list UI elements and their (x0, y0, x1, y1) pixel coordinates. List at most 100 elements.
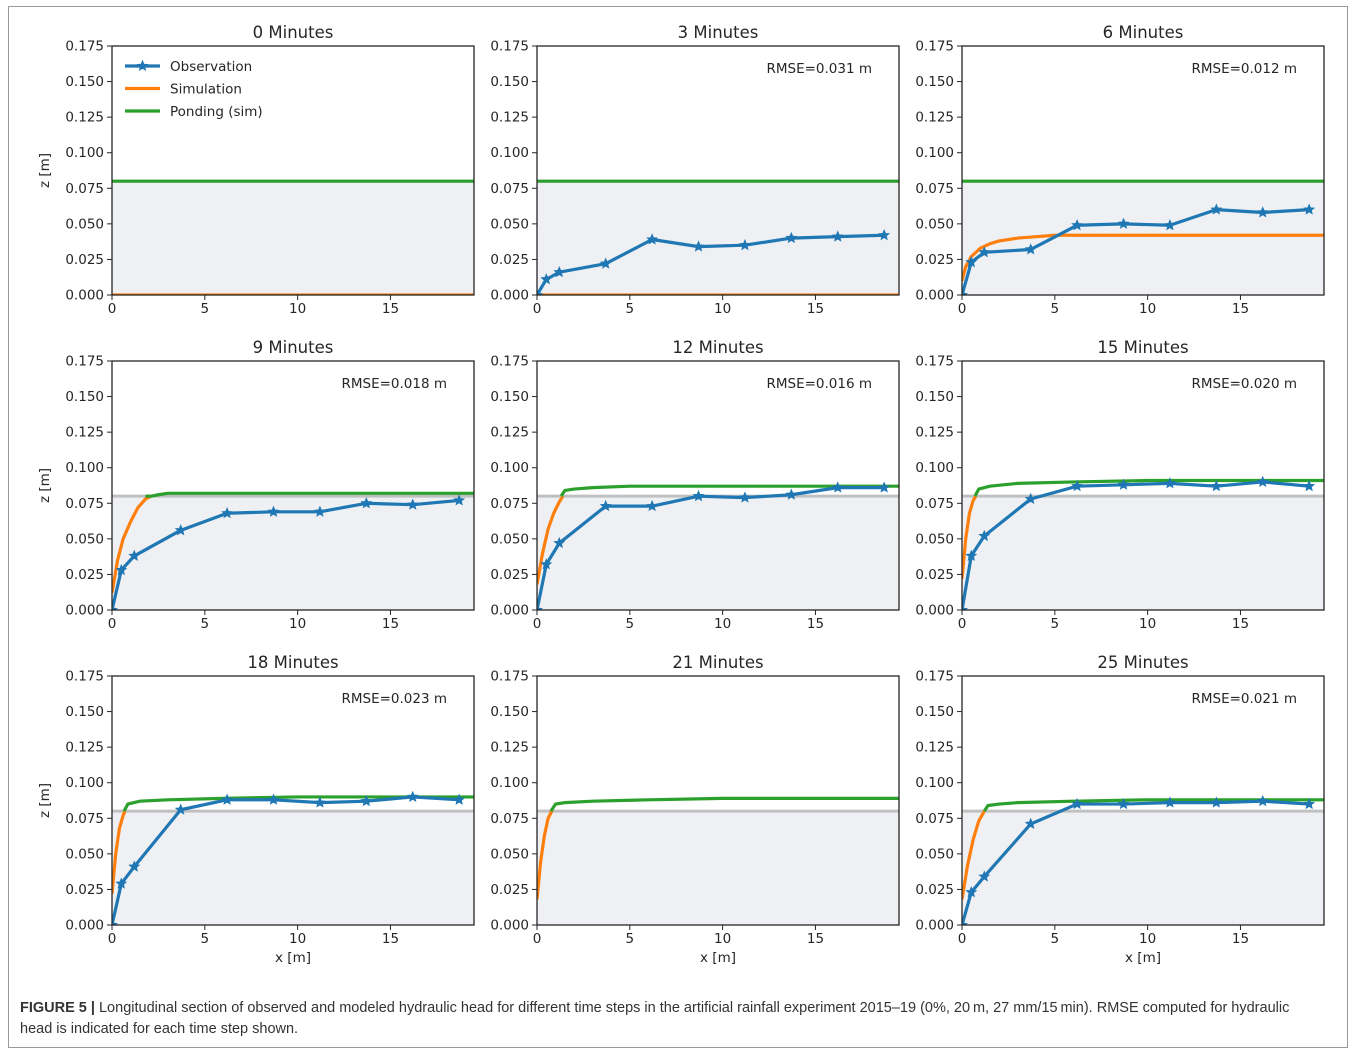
x-tick-label: 10 (714, 301, 731, 317)
panel-title: 21 Minutes (672, 653, 763, 672)
x-tick-label: 10 (289, 616, 306, 632)
figure-panels: 0 5 10 15 0.000 0.025 0.050 0.075 0.100 0.125 0.15… (37, 23, 1325, 966)
y-tick-label: 0.000 (915, 918, 954, 934)
y-tick-label: 0.025 (65, 882, 104, 898)
observation-point (1024, 817, 1037, 830)
y-tick-label: 0.025 (915, 252, 954, 268)
observation-point (978, 246, 991, 258)
rmse-annotation: RMSE=0.016 m (766, 376, 872, 392)
observation-point (1163, 219, 1176, 231)
observation-point (692, 240, 705, 252)
observation-point (221, 793, 234, 805)
rmse-annotation: RMSE=0.012 m (1191, 61, 1297, 77)
caption-text: Longitudinal section of observed and mod… (20, 1000, 1290, 1037)
plot-area (962, 179, 1324, 295)
observation-point (965, 256, 978, 268)
y-tick-label: 0.125 (490, 110, 529, 126)
y-tick-label: 0.150 (65, 389, 104, 405)
y-tick-label: 0.025 (65, 252, 104, 268)
panel-2: 0 5 10 15 0.000 0.025 0.050 0.075 0.100 0.125 0.15… (490, 23, 900, 317)
y-tick-label: 0.100 (490, 460, 529, 476)
x-tick-label: 15 (807, 301, 824, 317)
panel-7: 0 5 10 15 0.000 0.025 0.050 0.075 0.100 0.125 0.15… (37, 653, 475, 966)
y-tick-label: 0.100 (915, 775, 954, 791)
x-tick-label: 5 (1051, 301, 1060, 317)
observation-point (1303, 797, 1316, 810)
plot-area (962, 794, 1324, 925)
y-tick-label: 0.025 (915, 882, 954, 898)
y-tick-label: 0.150 (915, 704, 954, 720)
observation-point (1256, 475, 1269, 487)
x-tick-label: 5 (626, 616, 635, 632)
legend-label: Ponding (sim) (170, 104, 263, 120)
x-tick-label: 5 (626, 931, 635, 947)
observation-line (112, 795, 460, 925)
x-tick-label: 0 (108, 931, 117, 947)
observation-point (360, 497, 373, 509)
observation-point (1163, 796, 1176, 808)
y-tick-label: 0.000 (915, 603, 954, 619)
rmse-annotation: RMSE=0.021 m (1191, 691, 1297, 707)
x-tick-label: 5 (1051, 616, 1060, 632)
observation-point (112, 603, 118, 610)
axes-frame (111, 45, 475, 296)
simulation-line (962, 495, 978, 579)
y-tick-label: 0.050 (915, 531, 954, 547)
observation-point (738, 491, 751, 503)
observation-point (978, 529, 991, 542)
y-tick-label: 0.125 (65, 740, 104, 756)
observation-point (1256, 794, 1269, 807)
y-tick-label: 0.025 (490, 567, 529, 583)
y-tick-label: 0.150 (65, 704, 104, 720)
legend-label: Observation (170, 59, 252, 75)
x-tick-label: 10 (289, 931, 306, 947)
x-tick-label: 5 (1051, 931, 1060, 947)
observation-point (1303, 479, 1316, 492)
observation-point (1117, 217, 1130, 229)
observation-point (831, 230, 844, 242)
observation-point (738, 238, 751, 251)
y-tick-label: 0.125 (65, 425, 104, 441)
y-tick-label: 0.075 (490, 496, 529, 512)
ponding-sim-line (973, 478, 1324, 497)
observation-point (174, 803, 187, 815)
y-tick-label: 0.150 (65, 74, 104, 90)
panel-6: 0 5 10 15 0.000 0.025 0.050 0.075 0.100 0.125 0.15… (915, 338, 1325, 632)
observation-point (831, 481, 844, 493)
observation-point (221, 507, 234, 519)
caption-label: FIGURE 5 | (20, 1000, 95, 1016)
observation-point (112, 918, 118, 925)
ponding-sim-line (982, 798, 1324, 813)
y-tick-label: 0.125 (490, 425, 529, 441)
y-tick-label: 0.150 (915, 389, 954, 405)
x-tick-label: 0 (533, 616, 542, 632)
y-tick-label: 0.075 (915, 811, 954, 827)
observation-point (692, 489, 705, 502)
x-axis-label: x [m] (1125, 950, 1161, 966)
y-tick-label: 0.075 (65, 181, 104, 197)
x-tick-label: 15 (807, 931, 824, 947)
plot-area (537, 179, 899, 295)
observation-point (1210, 479, 1223, 492)
observation-point (1024, 243, 1037, 255)
panel-5: 0 5 10 15 0.000 0.025 0.050 0.075 0.100 0.125 0.15… (490, 338, 900, 632)
observation-point (453, 793, 466, 805)
y-tick-label: 0.100 (490, 775, 529, 791)
x-tick-label: 0 (958, 301, 967, 317)
plot-area (537, 481, 899, 610)
simulation-line (962, 810, 986, 900)
observation-point (267, 793, 280, 805)
axes-frame (111, 360, 475, 611)
panel-title: 3 Minutes (678, 23, 759, 42)
y-tick-label: 0.075 (490, 811, 529, 827)
simulation-line (537, 495, 565, 585)
x-tick-label: 0 (533, 931, 542, 947)
observation-point (540, 558, 553, 570)
panel-title: 0 Minutes (253, 23, 334, 42)
x-tick-label: 10 (1139, 301, 1156, 317)
x-axis-label: x [m] (275, 950, 311, 966)
y-tick-label: 0.075 (915, 181, 954, 197)
axes-frame (961, 675, 1325, 926)
observation-point (962, 288, 968, 295)
y-tick-label: 0.100 (915, 460, 954, 476)
